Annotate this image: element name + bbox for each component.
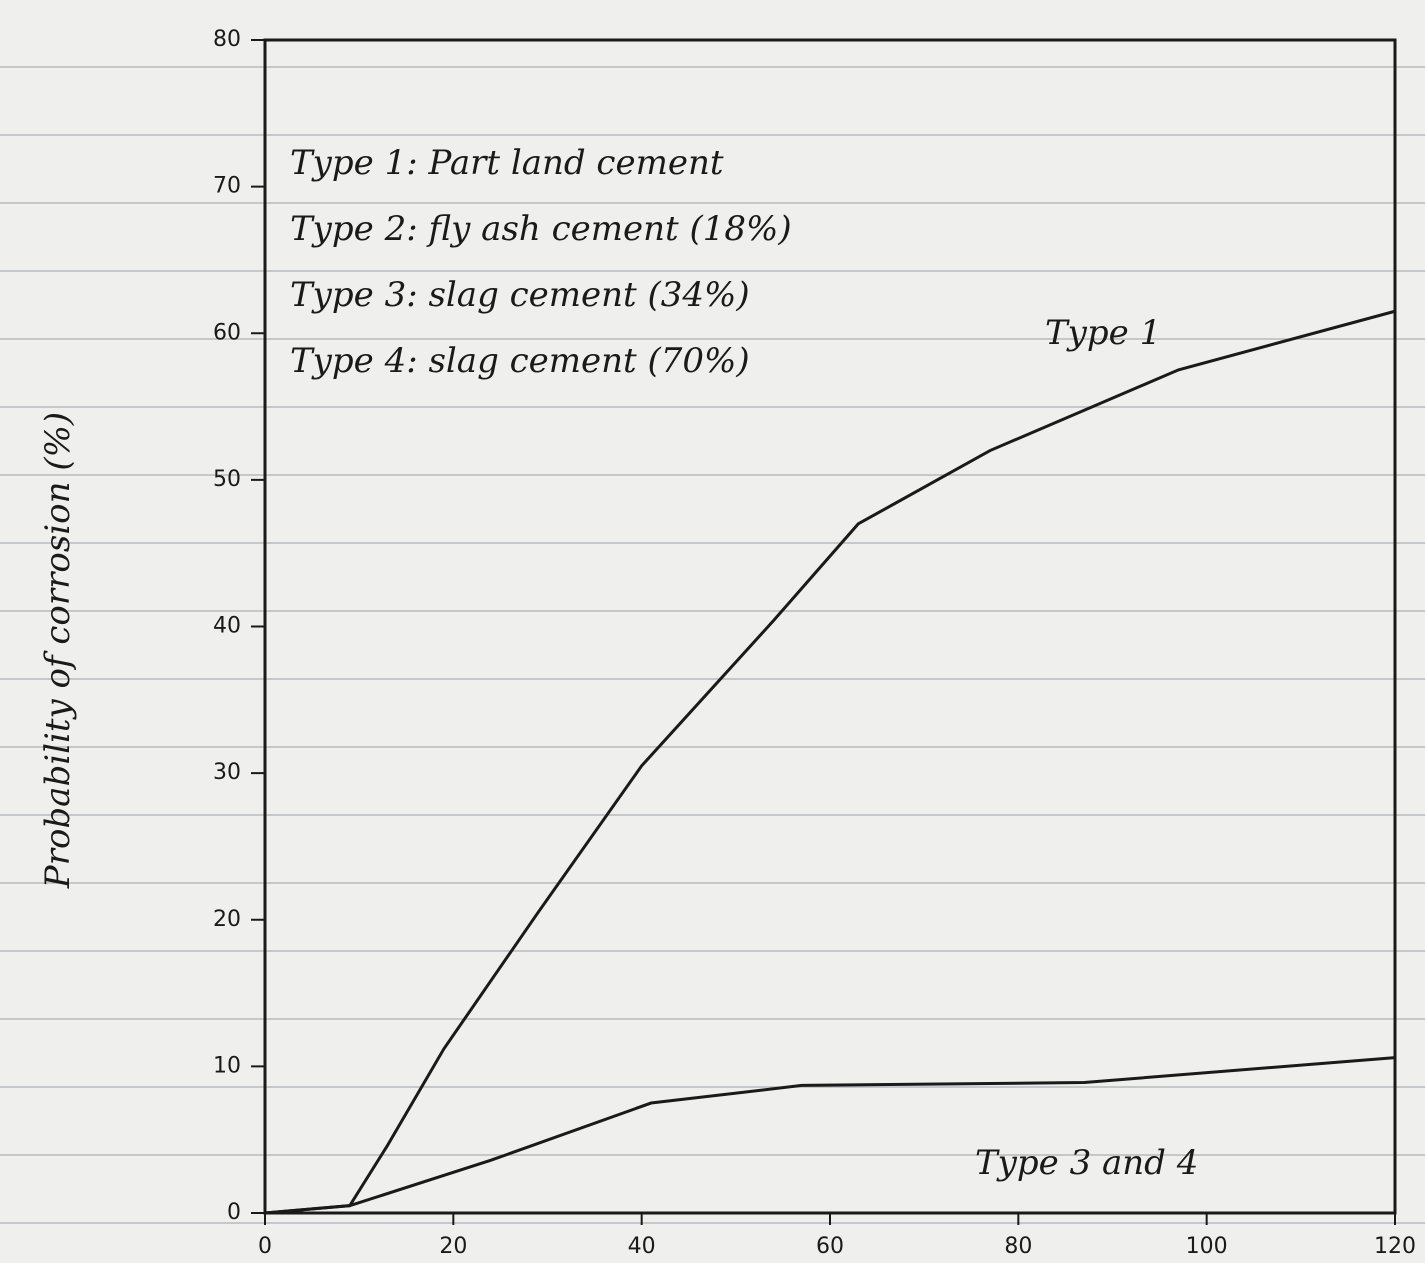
y-tick-label: 0: [227, 1200, 241, 1225]
y-tick-label: 20: [213, 907, 241, 932]
series-line: [265, 1058, 1395, 1213]
y-tick-label: 40: [213, 614, 241, 639]
y-tick-label: 50: [213, 467, 241, 492]
series-label: Type 3 and 4: [975, 1143, 1198, 1183]
x-tick-label: 0: [258, 1234, 272, 1259]
x-tick-label: 60: [816, 1234, 844, 1259]
annotation: Type 1: Part land cement: [290, 143, 724, 183]
series-line: [265, 311, 1395, 1213]
annotation: Type 2: fly ash cement (18%): [290, 209, 792, 249]
annotation: Type 4: slag cement (70%): [290, 341, 750, 381]
x-tick-label: 20: [439, 1234, 467, 1259]
annotation: Type 3: slag cement (34%): [290, 275, 750, 315]
x-tick-label: 40: [628, 1234, 656, 1259]
x-tick-label: 100: [1186, 1234, 1228, 1259]
x-tick-label: 80: [1004, 1234, 1032, 1259]
x-tick-label: 120: [1374, 1234, 1416, 1259]
y-axis-label: Probability of corrosion (%): [38, 412, 78, 889]
y-tick-label: 70: [213, 174, 241, 199]
y-tick-label: 10: [213, 1053, 241, 1078]
y-tick-label: 80: [213, 27, 241, 52]
page: Probability of corrosion (%) 0 10 20 30 40 50…: [0, 0, 1425, 1263]
y-tick-label: 60: [213, 320, 241, 345]
series-label: Type 1: [1045, 313, 1161, 353]
chart: Probability of corrosion (%) 0 10 20 30 40 50…: [0, 0, 1425, 1263]
y-tick-label: 30: [213, 760, 241, 785]
